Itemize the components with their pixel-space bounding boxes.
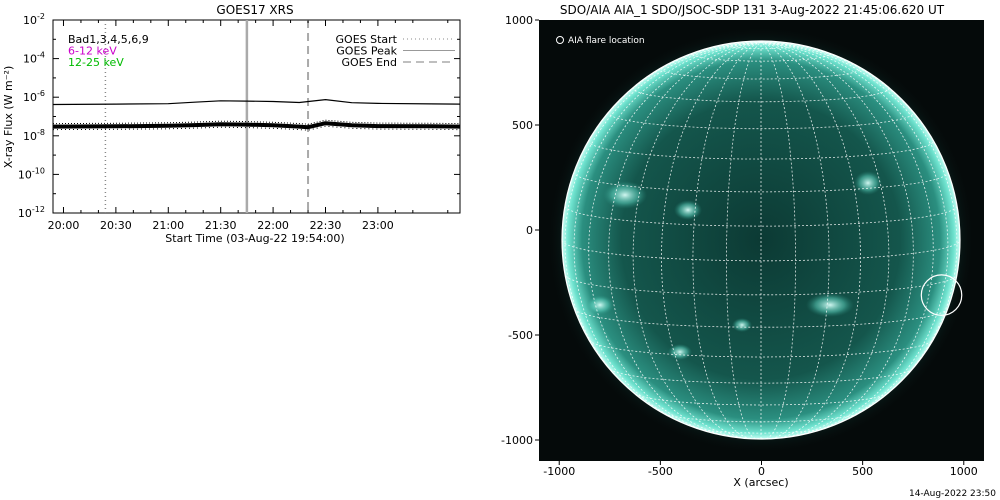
footer-timestamp: 14-Aug-2022 23:50 — [909, 489, 996, 499]
grid-line — [760, 41, 830, 439]
x-tick-label: 21:30 — [205, 219, 237, 232]
grid-line — [692, 41, 762, 439]
y-tick-label: 0 — [526, 224, 533, 237]
flare-legend-label: AIA flare location — [568, 36, 645, 46]
grid-line — [588, 339, 933, 358]
grid-line — [760, 41, 934, 437]
flare-location-marker — [920, 274, 963, 316]
legend-left-entry: 6-12 keV — [68, 45, 117, 58]
x-tick-label: 20:30 — [100, 219, 132, 232]
event-lines — [104, 20, 310, 213]
y-tick-labels: 1000 500 0 -500 -1000 — [501, 14, 539, 447]
x-tick-label: 21:00 — [152, 219, 184, 232]
flux-series-line — [52, 98, 461, 106]
y-tick-label: 1000 — [505, 14, 533, 27]
grid-line — [574, 308, 948, 328]
y-tick-label: 10-2 — [23, 12, 45, 27]
y-tick-label: 10-8 — [23, 128, 45, 143]
y-tick-label: 10-10 — [18, 166, 45, 181]
x-tick-label: 22:30 — [310, 219, 342, 232]
grid-line — [661, 41, 762, 439]
x-tick-label: 0 — [758, 465, 765, 478]
y-tick-label: 10-12 — [18, 205, 45, 220]
legend-right-entry: GOES End — [341, 56, 397, 69]
solar-disk — [547, 26, 975, 454]
aia-solar-image: SDO/AIA AIA_1 SDO/JSOC-SDP 131 3-Aug-202… — [501, 3, 984, 489]
grid-line — [609, 368, 913, 384]
y-tick-label: -1000 — [501, 434, 533, 447]
x-tick-label: -1000 — [543, 465, 575, 478]
x-tick-labels: -1000 -500 0 500 1000 — [543, 461, 978, 478]
grid-line — [565, 274, 958, 296]
grid-line — [692, 53, 830, 62]
x-tick-label: -500 — [648, 465, 673, 478]
y-tick-label: -500 — [508, 329, 533, 342]
legend-left-entry: 12-25 keV — [68, 56, 124, 69]
grid-line — [661, 67, 861, 80]
x-tick-label: 22:00 — [257, 219, 289, 232]
grid-line — [725, 44, 797, 50]
grid-line — [564, 41, 762, 409]
grid-line — [634, 393, 888, 406]
x-tick-label: 20:00 — [48, 219, 80, 232]
grid-line — [760, 41, 958, 409]
x-axis-label: Start Time (03-Aug-22 19:54:00) — [165, 232, 344, 245]
flux-noise-upper — [52, 119, 461, 125]
grid-line — [760, 41, 861, 439]
image-title: SDO/AIA AIA_1 SDO/JSOC-SDP 131 3-Aug-202… — [560, 3, 945, 17]
grid-line — [760, 41, 890, 439]
grid-line — [760, 41, 949, 431]
legend-right-entry: GOES Start — [336, 33, 398, 46]
y-axis-label: X-ray Flux (W m⁻²) — [2, 66, 15, 168]
flux-series — [52, 98, 461, 131]
goes-xrs-chart: GOES17 XRS 20:00 20:30 21:00 21:30 22:00 22:3… — [2, 3, 461, 245]
grid-line — [588, 140, 934, 160]
grid-line — [573, 41, 762, 431]
y-tick-label: 500 — [512, 119, 533, 132]
x-tick-label: 23:00 — [362, 219, 394, 232]
flare-legend-marker — [556, 36, 564, 44]
x-axis-label: X (arcsec) — [733, 476, 788, 489]
grid-line — [632, 41, 762, 439]
grid-line — [562, 240, 960, 262]
grid-line — [573, 171, 949, 193]
grid-line — [760, 41, 797, 439]
grid-line — [725, 41, 762, 439]
legend-right-entry: GOES Peak — [336, 45, 397, 58]
grid-line — [632, 87, 890, 103]
grid-line — [588, 41, 762, 437]
x-tick-label: 1000 — [950, 465, 978, 478]
y-tick-label: 10-4 — [23, 51, 45, 66]
grid-line — [696, 427, 827, 434]
grid-line — [608, 111, 914, 130]
chart-title: GOES17 XRS — [216, 3, 293, 17]
flux-series-line — [52, 121, 461, 130]
x-tick-label: 500 — [852, 465, 873, 478]
grid-line — [663, 413, 859, 423]
y-tick-label: 10-6 — [23, 89, 45, 104]
x-tick-labels: 20:00 20:30 21:00 21:30 22:00 22:30 23:00 — [48, 20, 449, 232]
y-tick-labels: 10-2 10-4 10-6 10-8 10-10 10-12 — [18, 12, 460, 220]
legend-left-entry: Bad1,3,4,5,6,9 — [68, 33, 149, 46]
